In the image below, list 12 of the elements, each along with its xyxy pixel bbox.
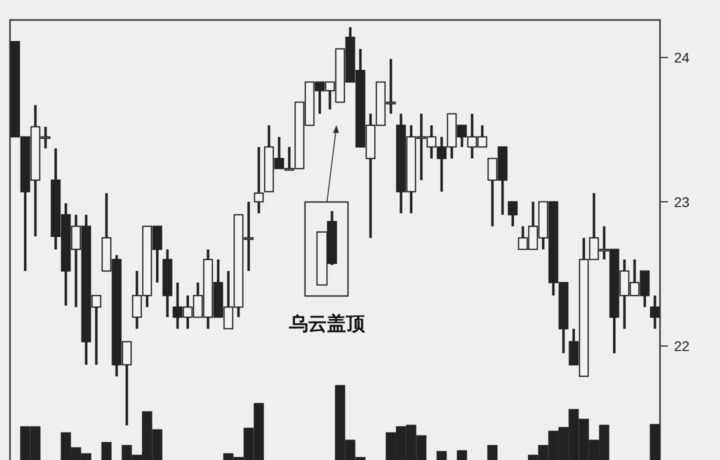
y-tick-label: 24 bbox=[674, 50, 690, 66]
bar bbox=[487, 445, 498, 460]
candlestick bbox=[650, 294, 660, 330]
candlestick bbox=[254, 146, 264, 215]
y-tick-label: 23 bbox=[674, 194, 690, 210]
bar bbox=[650, 424, 660, 460]
bar bbox=[456, 450, 468, 460]
bar bbox=[101, 442, 112, 460]
annotation: 乌云盖顶 bbox=[288, 313, 366, 335]
bar bbox=[436, 451, 447, 460]
candlestick bbox=[508, 200, 518, 228]
y-tick-label: 22 bbox=[674, 338, 690, 354]
